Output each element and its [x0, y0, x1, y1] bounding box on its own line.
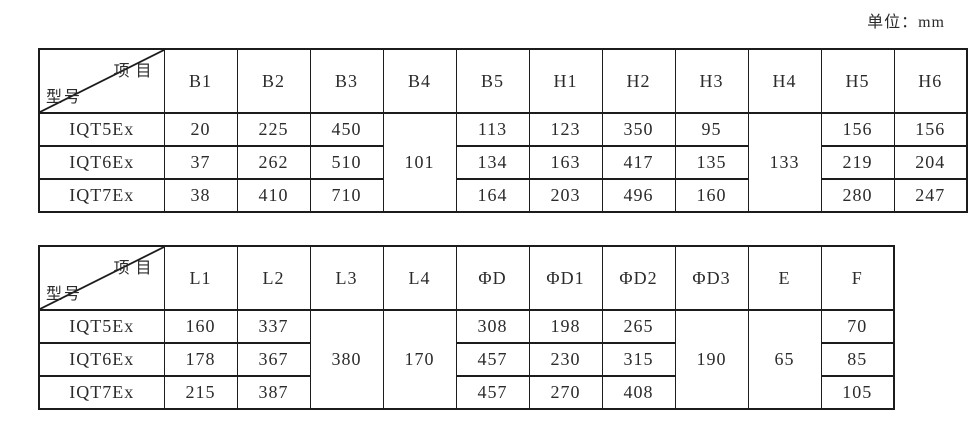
- value-cell: 164: [455, 178, 530, 213]
- value-cell: 230: [528, 342, 603, 377]
- value-cell: 70: [820, 309, 895, 344]
- column-header-f: F: [820, 245, 895, 311]
- value-cell: 367: [236, 342, 311, 377]
- column-header-h1: H1: [528, 48, 603, 114]
- column-header-l3: L3: [309, 245, 384, 311]
- value-cell: 450: [309, 112, 384, 147]
- value-cell: 410: [236, 178, 311, 213]
- value-cell: 20: [163, 112, 238, 147]
- table-row-iqt5ex: IQT5Ex 160 337 380 170 308 198 265 190 6…: [38, 309, 895, 410]
- column-header-b5: B5: [455, 48, 530, 114]
- model-cell: IQT6Ex: [38, 145, 165, 180]
- model-cell: IQT7Ex: [38, 375, 165, 410]
- value-cell: 156: [893, 112, 968, 147]
- header-row: 项目 型号 B1 B2 B3 B4 B5 H1 H2 H3 H4 H5 H6: [38, 48, 968, 114]
- value-cell: 135: [674, 145, 749, 180]
- value-cell: 417: [601, 145, 676, 180]
- column-header-b4: B4: [382, 48, 457, 114]
- dimension-table-b-h: 项目 型号 B1 B2 B3 B4 B5 H1 H2 H3 H4 H5 H6 I…: [38, 48, 968, 213]
- value-cell: 308: [455, 309, 530, 344]
- table-row-iqt5ex: IQT5Ex 20 225 450 101 113 123 350 95 133…: [38, 112, 968, 213]
- table-row-iqt7ex: IQT7Ex 215 387 457 270 408 105: [38, 375, 895, 410]
- column-header-b1: B1: [163, 48, 238, 114]
- value-cell: 315: [601, 342, 676, 377]
- corner-label-model: 型号: [46, 89, 83, 106]
- model-cell: IQT7Ex: [38, 178, 165, 213]
- corner-header-cell: 项目 型号: [38, 245, 165, 311]
- value-cell: 457: [455, 375, 530, 410]
- column-header-l1: L1: [163, 245, 238, 311]
- value-cell: 225: [236, 112, 311, 147]
- column-header-l2: L2: [236, 245, 311, 311]
- value-cell: 38: [163, 178, 238, 213]
- dimension-table-l-d: 项目 型号 L1 L2 L3 L4 ΦD ΦD1 ΦD2 ΦD3 E F IQT…: [38, 245, 895, 410]
- value-cell: 123: [528, 112, 603, 147]
- value-cell: 387: [236, 375, 311, 410]
- value-cell: 280: [820, 178, 895, 213]
- value-cell: 457: [455, 342, 530, 377]
- corner-label-item: 项目: [113, 260, 158, 277]
- value-cell: 262: [236, 145, 311, 180]
- column-header-h3: H3: [674, 48, 749, 114]
- value-cell-merged-e: 65: [747, 309, 822, 410]
- value-cell: 156: [820, 112, 895, 147]
- value-cell: 247: [893, 178, 968, 213]
- column-header-b3: B3: [309, 48, 384, 114]
- value-cell: 163: [528, 145, 603, 180]
- value-cell-merged-l3: 380: [309, 309, 384, 410]
- value-cell: 198: [528, 309, 603, 344]
- value-cell: 710: [309, 178, 384, 213]
- corner-label-item: 项目: [113, 63, 158, 80]
- value-cell: 204: [893, 145, 968, 180]
- value-cell-merged-h4: 133: [747, 112, 822, 213]
- value-cell: 178: [163, 342, 238, 377]
- value-cell: 95: [674, 112, 749, 147]
- header-row: 项目 型号 L1 L2 L3 L4 ΦD ΦD1 ΦD2 ΦD3 E F: [38, 245, 895, 311]
- value-cell: 160: [163, 309, 238, 344]
- model-cell: IQT5Ex: [38, 309, 165, 344]
- value-cell-merged-d3: 190: [674, 309, 749, 410]
- column-header-h5: H5: [820, 48, 895, 114]
- column-header-e: E: [747, 245, 822, 311]
- value-cell-merged-b4: 101: [382, 112, 457, 213]
- model-cell: IQT5Ex: [38, 112, 165, 147]
- value-cell: 219: [820, 145, 895, 180]
- column-header-l4: L4: [382, 245, 457, 311]
- value-cell: 496: [601, 178, 676, 213]
- value-cell: 350: [601, 112, 676, 147]
- value-cell: 265: [601, 309, 676, 344]
- value-cell-merged-l4: 170: [382, 309, 457, 410]
- value-cell: 270: [528, 375, 603, 410]
- value-cell: 215: [163, 375, 238, 410]
- unit-label: 单位：mm: [867, 14, 945, 31]
- value-cell: 203: [528, 178, 603, 213]
- column-header-d: ΦD: [455, 245, 530, 311]
- column-header-b2: B2: [236, 48, 311, 114]
- corner-label-model: 型号: [46, 286, 83, 303]
- table-row-iqt6ex: IQT6Ex 37 262 510 134 163 417 135 219 20…: [38, 145, 968, 180]
- value-cell: 337: [236, 309, 311, 344]
- model-cell: IQT6Ex: [38, 342, 165, 377]
- column-header-h4: H4: [747, 48, 822, 114]
- value-cell: 105: [820, 375, 895, 410]
- column-header-h6: H6: [893, 48, 968, 114]
- value-cell: 37: [163, 145, 238, 180]
- column-header-h2: H2: [601, 48, 676, 114]
- column-header-d3: ΦD3: [674, 245, 749, 311]
- corner-header-cell: 项目 型号: [38, 48, 165, 114]
- value-cell: 408: [601, 375, 676, 410]
- value-cell: 113: [455, 112, 530, 147]
- value-cell: 134: [455, 145, 530, 180]
- column-header-d2: ΦD2: [601, 245, 676, 311]
- value-cell: 160: [674, 178, 749, 213]
- column-header-d1: ΦD1: [528, 245, 603, 311]
- table-row-iqt7ex: IQT7Ex 38 410 710 164 203 496 160 280 24…: [38, 178, 968, 213]
- table-row-iqt6ex: IQT6Ex 178 367 457 230 315 85: [38, 342, 895, 377]
- value-cell: 85: [820, 342, 895, 377]
- value-cell: 510: [309, 145, 384, 180]
